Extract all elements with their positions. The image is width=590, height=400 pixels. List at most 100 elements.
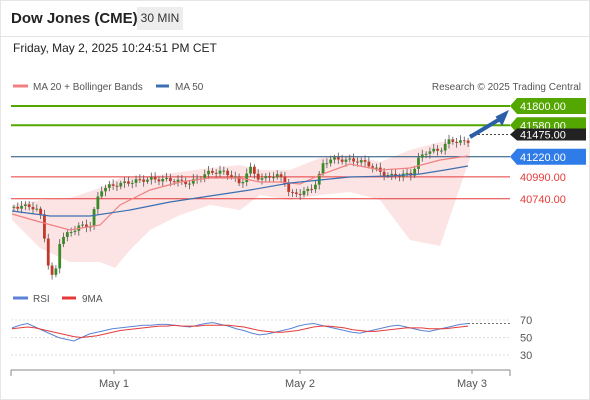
candle-body	[256, 173, 260, 180]
candle-body	[252, 166, 256, 174]
level-tag-0	[510, 98, 586, 114]
candle-body	[127, 181, 130, 184]
level-label-0: 41800.00	[520, 101, 566, 113]
candle-body	[340, 159, 344, 162]
credit-label: Research © 2025 Trading Central	[432, 82, 581, 93]
candle-body	[348, 158, 352, 160]
candle-body	[123, 181, 126, 183]
candle-body	[405, 172, 409, 174]
forecast-arrowhead	[495, 109, 509, 127]
candle-body	[20, 205, 23, 209]
x-axis-tick-label: May 1	[99, 378, 129, 390]
candle-body	[65, 232, 69, 237]
candle-body	[417, 157, 420, 169]
header-divider	[0, 36, 590, 37]
candle-body	[344, 159, 348, 162]
candle-body	[333, 157, 336, 160]
candle-body	[50, 265, 54, 275]
candle-body	[455, 141, 459, 143]
candle-body	[104, 187, 107, 192]
candle-body	[241, 182, 245, 184]
candle-body	[58, 244, 62, 269]
level-label-3: 40990.00	[520, 172, 566, 184]
candle-body	[462, 140, 466, 142]
instrument-title: Dow Jones (CME)	[11, 10, 138, 27]
candle-body	[62, 236, 65, 245]
candle-body	[356, 161, 359, 163]
candle-body	[96, 196, 100, 210]
candle-body	[413, 168, 417, 176]
x-axis-tick-label: May 2	[285, 378, 315, 390]
candle-body	[92, 209, 96, 227]
candle-body	[115, 185, 119, 187]
last-price-label: 41475.00	[520, 129, 566, 141]
candle-body	[146, 179, 149, 182]
candle-body	[157, 179, 161, 182]
candle-body	[39, 208, 43, 215]
candle-body	[111, 184, 115, 186]
candle-body	[16, 206, 20, 209]
timeframe-badge[interactable]: 30 MIN	[137, 7, 183, 30]
candle-body	[436, 148, 439, 151]
candle-body	[329, 159, 333, 164]
candle-body	[153, 177, 157, 180]
candle-body	[226, 170, 230, 176]
candle-body	[310, 188, 314, 190]
candle-body	[207, 170, 210, 175]
candle-body	[272, 177, 275, 179]
candle-body	[291, 191, 294, 193]
candle-body	[172, 181, 176, 183]
candle-body	[81, 224, 85, 226]
rsi-ma-line	[11, 324, 469, 339]
candle-body	[119, 182, 123, 187]
candle-body	[218, 170, 222, 174]
candle-body	[188, 183, 191, 185]
candle-body	[390, 173, 394, 175]
candle-body	[302, 191, 306, 195]
rsi-tick-label: 50	[520, 333, 532, 345]
candle-body	[325, 163, 329, 165]
candle-body	[275, 174, 279, 178]
candle-body	[367, 161, 371, 167]
candle-body	[245, 173, 249, 183]
candle-body	[210, 170, 214, 173]
candle-body	[149, 177, 153, 180]
candle-body	[314, 184, 317, 190]
candle-body	[168, 178, 172, 182]
ma50-line	[11, 165, 469, 217]
ma20-line	[11, 155, 469, 231]
candle-body	[447, 139, 451, 144]
candle-body	[432, 148, 436, 152]
x-axis-tick-label: May 3	[457, 378, 487, 390]
candle-body	[100, 191, 104, 197]
ma9-legend-label: 9MA	[82, 294, 103, 305]
datetime-label: Friday, May 2, 2025 10:24:51 PM CET	[13, 41, 217, 55]
level-label-4: 40740.00	[520, 194, 566, 206]
candle-body	[35, 208, 39, 210]
candle-body	[352, 158, 355, 162]
rsi-legend-label: RSI	[33, 294, 50, 305]
candle-body	[298, 194, 302, 196]
candle-body	[46, 238, 50, 266]
rsi-tick-label: 30	[520, 350, 532, 362]
candle-body	[130, 182, 134, 184]
candle-body	[394, 173, 397, 177]
candle-body	[459, 140, 462, 143]
candle-body	[359, 160, 363, 163]
candle-body	[336, 157, 340, 160]
candle-body	[375, 167, 378, 169]
candle-body	[31, 207, 35, 210]
candle-body	[180, 179, 184, 181]
candle-body	[85, 224, 88, 228]
candle-body	[54, 268, 58, 275]
candle-body	[428, 151, 432, 154]
candle-body	[214, 172, 218, 174]
candle-body	[382, 171, 386, 176]
bollinger-band-area	[12, 142, 470, 268]
candle-body	[260, 178, 264, 180]
candle-body	[27, 204, 31, 208]
candle-body	[443, 143, 447, 151]
candle-body	[176, 179, 180, 183]
candle-body	[134, 179, 138, 183]
